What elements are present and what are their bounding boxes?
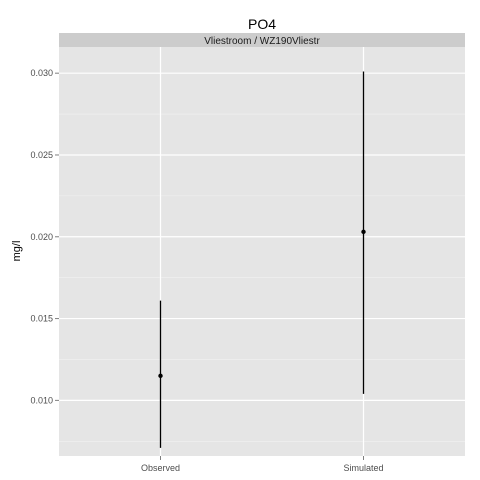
y-tick-label: 0.010 [30,395,53,405]
y-tick-label: 0.015 [30,314,53,324]
y-axis-title: mg/l [11,241,23,262]
y-axis: 0.010 0.015 0.020 0.025 0.030 [30,68,59,405]
chart-title: PO4 [248,16,276,32]
data-point [361,229,366,235]
y-tick-label: 0.030 [30,68,53,78]
plot-panel [59,47,465,456]
facet-strip [59,33,465,47]
data-marks [158,71,366,448]
data-point [158,373,163,379]
x-tick-label: Simulated [343,463,383,473]
y-tick-label: 0.020 [30,232,53,242]
facet-label: Vliestroom / WZ190Vliestr [204,36,320,47]
x-tick-label: Observed [141,463,180,473]
x-axis: Observed Simulated [141,456,384,473]
y-tick-label: 0.025 [30,150,53,160]
